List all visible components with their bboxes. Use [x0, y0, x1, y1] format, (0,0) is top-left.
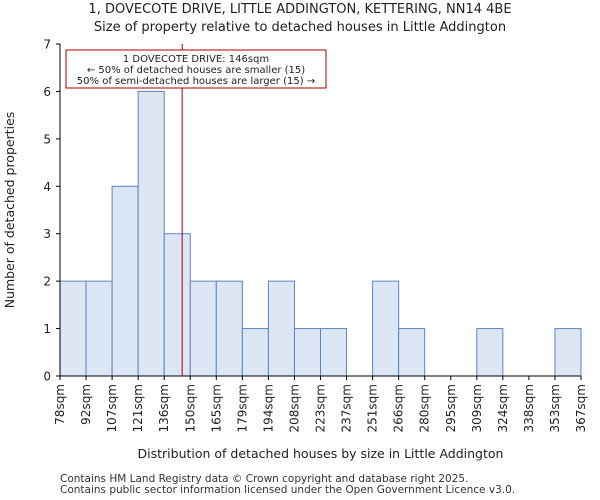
bar-179sqm	[241, 328, 269, 377]
x-tick-label: 136sqm	[157, 384, 171, 432]
y-tick-label: 6	[43, 85, 51, 99]
y-tick-label: 5	[43, 132, 51, 146]
bar-121sqm	[137, 90, 165, 377]
x-tick-label: 92sqm	[79, 384, 93, 425]
x-tick-label: 295sqm	[444, 384, 458, 432]
bar-150sqm	[189, 280, 217, 377]
annotation-line-1: 1 DOVECOTE DRIVE: 146sqm	[123, 54, 269, 65]
bar-208sqm	[293, 328, 322, 377]
y-axis: 0 1 2 3 4 5 6 7	[43, 38, 61, 384]
annotation-line-2: ← 50% of detached houses are smaller (15…	[87, 65, 305, 76]
bar-251sqm	[372, 280, 400, 377]
bars-group	[59, 90, 582, 377]
x-tick-label: 150sqm	[183, 384, 197, 432]
bar-136sqm	[163, 233, 191, 377]
y-tick-label: 0	[43, 370, 51, 384]
x-tick-label: 208sqm	[287, 384, 301, 432]
x-tick-label: 338sqm	[522, 384, 536, 432]
bar-194sqm	[267, 280, 295, 377]
x-tick-label: 353sqm	[548, 384, 562, 432]
x-tick-label: 78sqm	[53, 384, 67, 425]
chart-title: 1, DOVECOTE DRIVE, LITTLE ADDINGTON, KET…	[88, 2, 512, 17]
bar-78sqm	[59, 280, 87, 377]
x-tick-label: 309sqm	[470, 384, 484, 432]
x-axis: 78sqm 92sqm 107sqm 121sqm 136sqm 150sqm 165sqm…	[53, 375, 588, 432]
x-tick-label: 179sqm	[235, 384, 249, 432]
x-tick-label: 324sqm	[496, 384, 510, 432]
chart-subtitle: Size of property relative to detached ho…	[93, 20, 507, 35]
y-tick-label: 1	[43, 322, 51, 336]
x-tick-label: 194sqm	[261, 384, 275, 432]
annotation-line-3: 50% of semi-detached houses are larger (…	[77, 76, 315, 87]
bar-266sqm	[398, 328, 426, 377]
bar-107sqm	[111, 185, 139, 377]
x-tick-label: 237sqm	[340, 384, 354, 432]
x-tick-label: 107sqm	[105, 384, 119, 432]
x-tick-label: 367sqm	[574, 384, 588, 432]
x-tick-label: 223sqm	[314, 384, 328, 432]
y-axis-label: Number of detached properties	[2, 112, 17, 309]
x-tick-label: 266sqm	[392, 384, 406, 432]
bar-223sqm	[320, 328, 348, 377]
annotation-box	[65, 49, 327, 89]
bar-353sqm	[554, 328, 582, 377]
y-tick-label: 3	[43, 227, 51, 241]
bar-92sqm	[85, 280, 113, 377]
footer-copyright: Contains HM Land Registry data © Crown c…	[60, 473, 469, 485]
x-tick-label: 165sqm	[209, 384, 223, 432]
y-tick-label: 7	[43, 38, 51, 52]
bar-165sqm	[215, 280, 243, 377]
x-tick-label: 251sqm	[366, 384, 380, 432]
bar-309sqm	[476, 328, 504, 377]
x-axis-label: Distribution of detached houses by size …	[138, 446, 504, 461]
x-tick-label: 121sqm	[131, 384, 145, 432]
footer-licence: Contains public sector information licen…	[60, 484, 516, 496]
y-tick-label: 2	[43, 275, 51, 289]
x-tick-label: 280sqm	[418, 384, 432, 432]
y-tick-label: 4	[43, 180, 51, 194]
